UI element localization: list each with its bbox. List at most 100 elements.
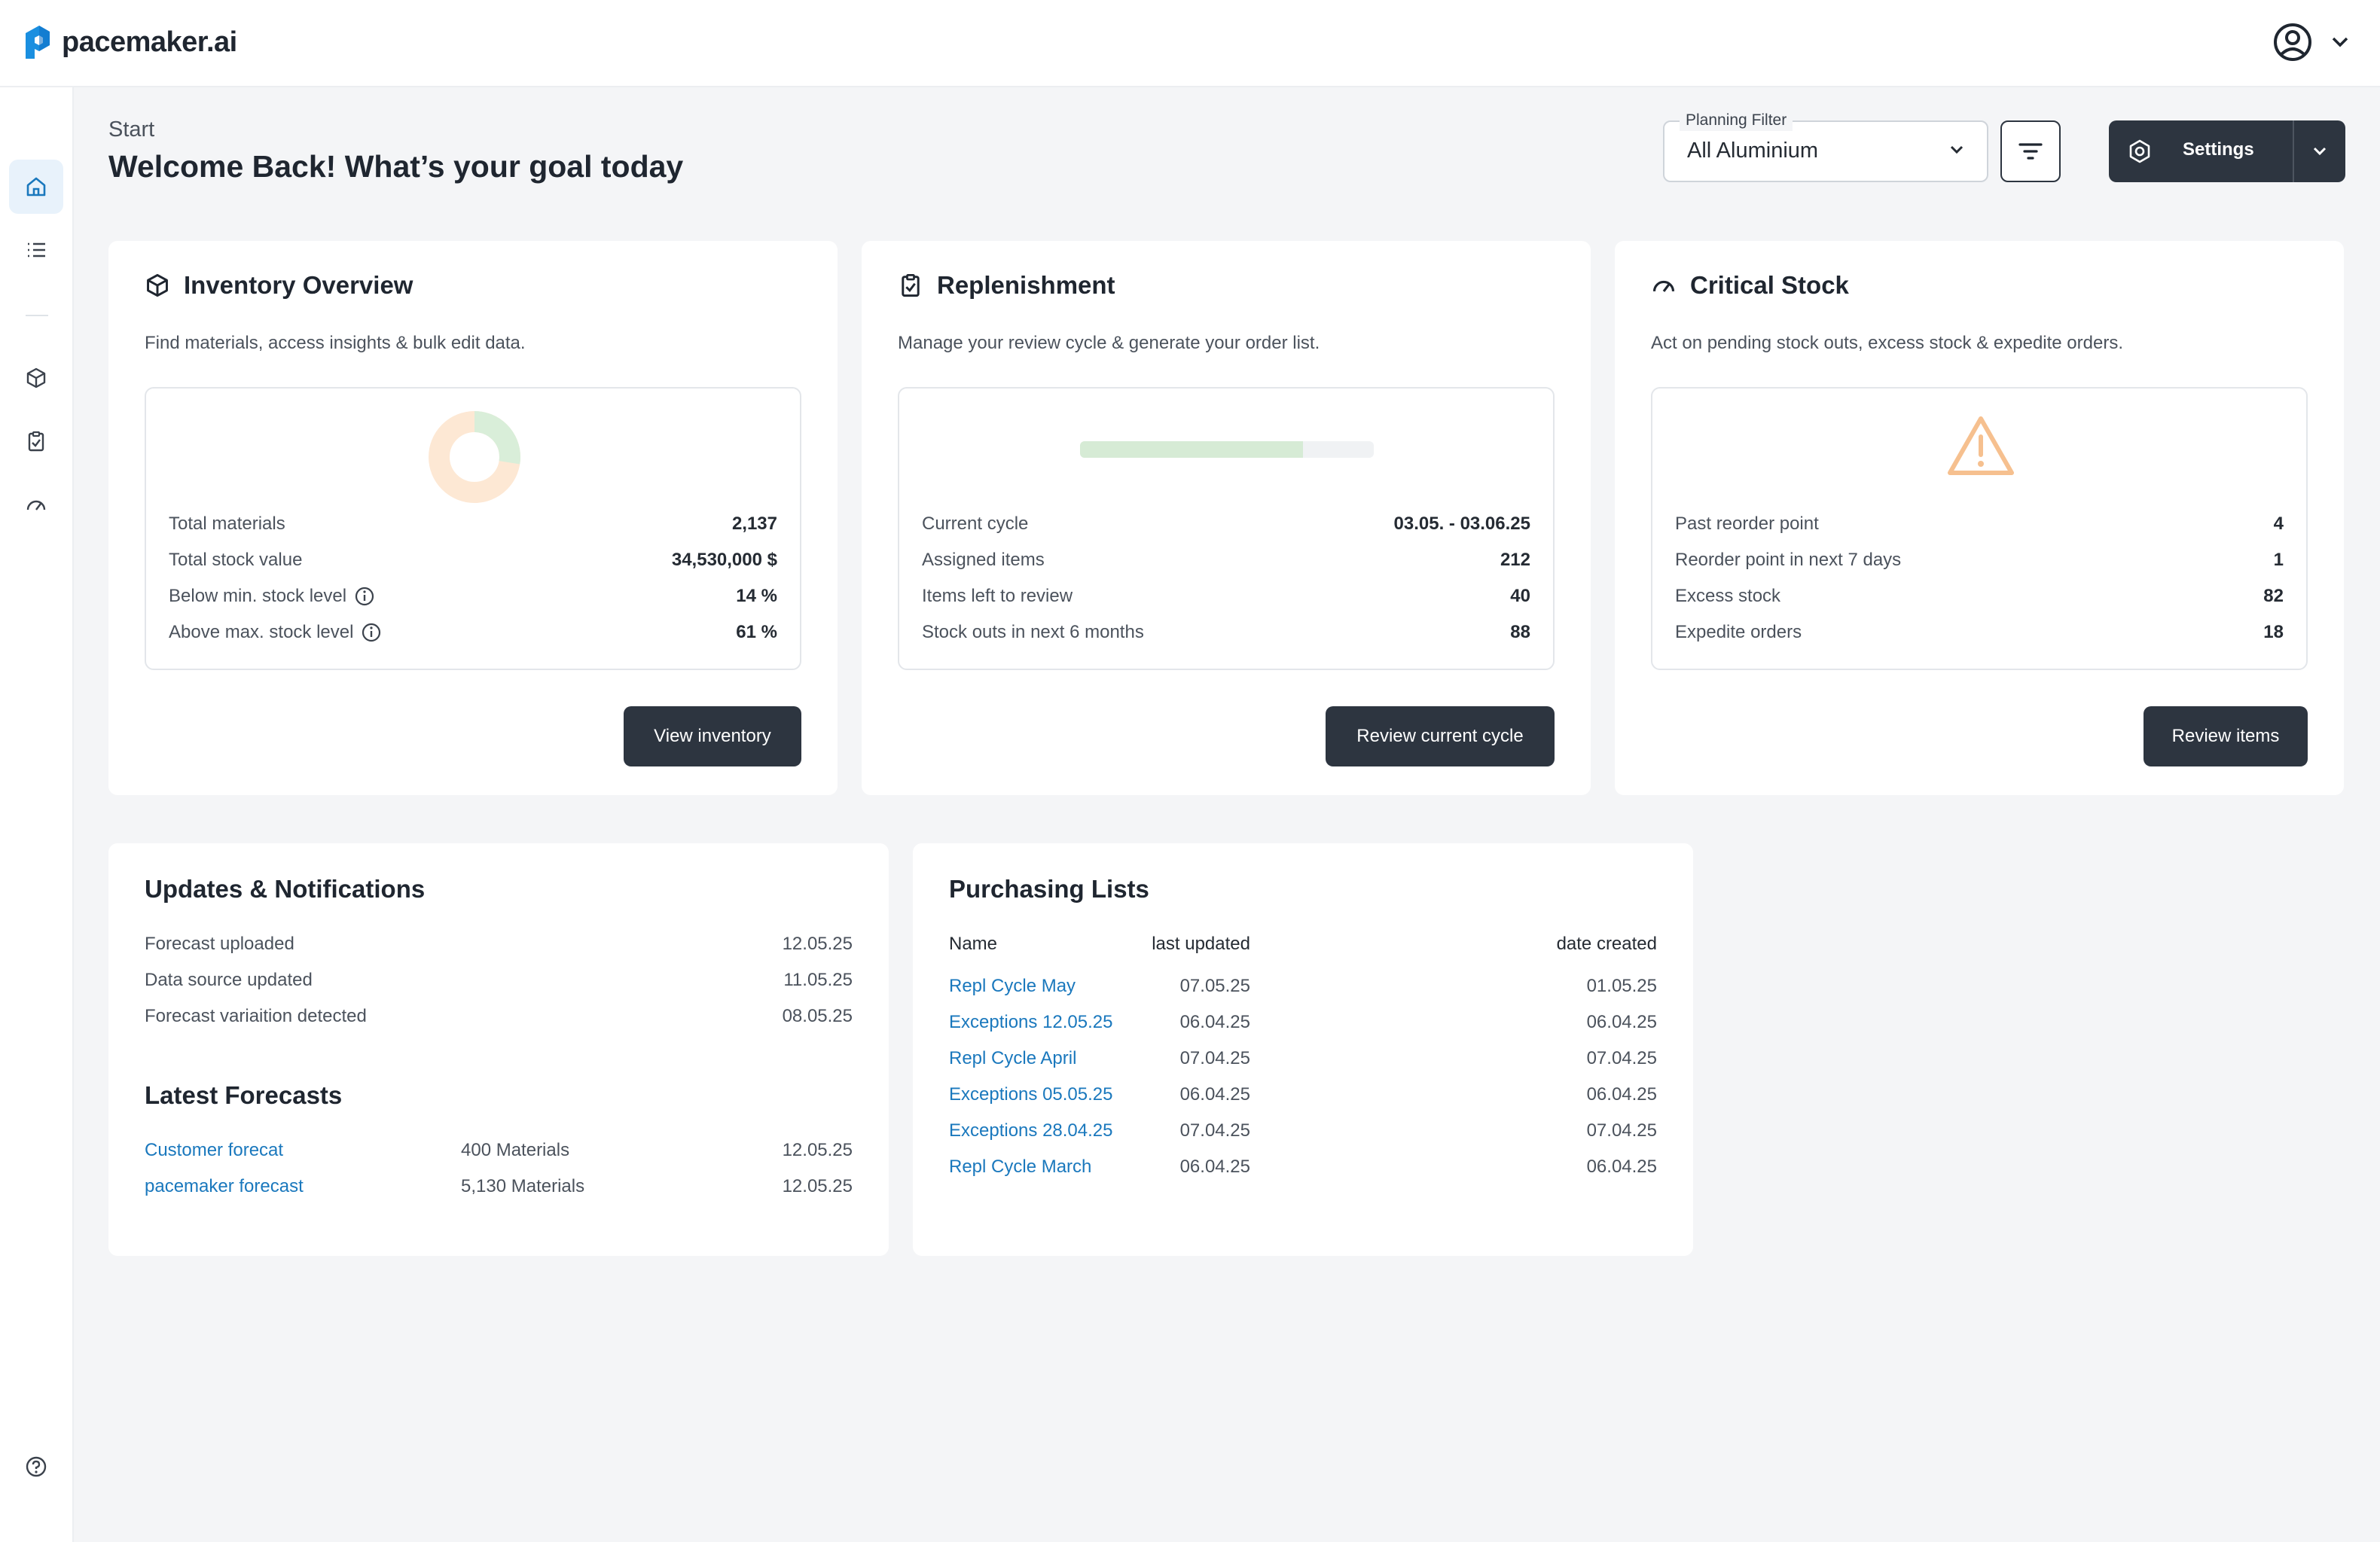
warning-icon bbox=[1948, 416, 2014, 475]
column-header-name[interactable]: Name bbox=[949, 934, 998, 954]
inventory-card-desc: Find materials, access insights & bulk e… bbox=[145, 333, 526, 353]
forecast-count: 400 Materials bbox=[461, 1140, 570, 1160]
stat-value: 18 bbox=[2263, 622, 2284, 642]
top-bar: pacemaker.ai bbox=[0, 0, 2380, 87]
stat-label: Total materials bbox=[169, 513, 285, 534]
app-logo[interactable]: pacemaker.ai bbox=[23, 23, 237, 62]
inventory-card: Inventory Overview Find materials, acces… bbox=[108, 241, 838, 795]
nav-help[interactable] bbox=[9, 1440, 63, 1494]
sidebar bbox=[0, 87, 74, 1542]
nav-critical-stock[interactable] bbox=[9, 477, 63, 532]
stat-label: Expedite orders bbox=[1675, 622, 1802, 642]
update-date: 12.05.25 bbox=[782, 934, 853, 954]
chevron-down-icon[interactable] bbox=[2332, 37, 2348, 47]
forecast-item: Customer forecat 400 Materials 12.05.25 bbox=[145, 1140, 853, 1170]
updated-cell: 07.04.25 bbox=[1179, 1048, 1250, 1068]
stat-row: Past reorder point 4 bbox=[1675, 509, 2284, 539]
replenishment-card: Replenishment Manage your review cycle &… bbox=[862, 241, 1591, 795]
review-current-cycle-button[interactable]: Review current cycle bbox=[1326, 706, 1555, 766]
updated-cell: 07.04.25 bbox=[1179, 1120, 1250, 1141]
nav-list[interactable] bbox=[9, 223, 63, 277]
user-menu[interactable] bbox=[2273, 23, 2348, 62]
stat-row: Stock outs in next 6 months 88 bbox=[922, 617, 1530, 648]
table-row: Repl Cycle March 06.04.25 06.04.25 bbox=[949, 1156, 1657, 1187]
table-row: Exceptions 12.05.25 06.04.25 06.04.25 bbox=[949, 1012, 1657, 1042]
info-icon[interactable] bbox=[354, 586, 375, 607]
stat-label: Excess stock bbox=[1675, 586, 1781, 606]
card-title-text: Replenishment bbox=[937, 271, 1115, 299]
stat-value: 88 bbox=[1510, 622, 1530, 642]
forecast-date: 12.05.25 bbox=[782, 1140, 853, 1160]
view-inventory-button[interactable]: View inventory bbox=[624, 706, 801, 766]
stat-label: Current cycle bbox=[922, 513, 1029, 534]
list-link[interactable]: Exceptions 28.04.25 bbox=[949, 1120, 1113, 1141]
list-link[interactable]: Repl Cycle April bbox=[949, 1048, 1077, 1068]
nav-home[interactable] bbox=[9, 160, 63, 214]
forecast-link[interactable]: pacemaker forecast bbox=[145, 1176, 304, 1196]
logo-icon bbox=[26, 26, 50, 59]
sidebar-divider bbox=[26, 315, 48, 316]
updated-cell: 06.04.25 bbox=[1179, 1156, 1250, 1177]
created-cell: 06.04.25 bbox=[1586, 1156, 1657, 1177]
critical-stock-card: Critical Stock Act on pending stock outs… bbox=[1615, 241, 2344, 795]
info-icon[interactable] bbox=[361, 622, 382, 643]
settings-icon bbox=[2129, 139, 2150, 163]
stat-value: 34,530,000 $ bbox=[671, 550, 777, 570]
created-cell: 01.05.25 bbox=[1586, 976, 1657, 996]
planning-filter-label: Planning Filter bbox=[1680, 110, 1793, 131]
stat-label: Stock outs in next 6 months bbox=[922, 622, 1144, 642]
help-icon bbox=[26, 1456, 47, 1477]
created-cell: 06.04.25 bbox=[1586, 1012, 1657, 1032]
update-label: Forecast variaition detected bbox=[145, 1006, 367, 1026]
table-header: Name last updated date created bbox=[949, 934, 1657, 964]
stat-label: Assigned items bbox=[922, 550, 1045, 570]
forecast-link[interactable]: Customer forecat bbox=[145, 1140, 284, 1160]
stat-row: Total stock value 34,530,000 $ bbox=[169, 545, 777, 575]
updated-cell: 07.05.25 bbox=[1179, 976, 1250, 996]
update-item: Forecast uploaded 12.05.25 bbox=[145, 934, 853, 964]
card-title-text: Critical Stock bbox=[1690, 271, 1849, 299]
replenishment-card-title: Replenishment bbox=[898, 271, 1115, 300]
breadcrumb[interactable]: Start bbox=[108, 117, 155, 142]
update-item: Data source updated 11.05.25 bbox=[145, 970, 853, 1000]
stat-label: Past reorder point bbox=[1675, 513, 1819, 534]
stock-donut-chart bbox=[429, 411, 520, 503]
nav-replenishment[interactable] bbox=[9, 414, 63, 468]
stat-value: 82 bbox=[2263, 586, 2284, 606]
stat-label: Above max. stock level bbox=[169, 622, 354, 642]
review-items-button[interactable]: Review items bbox=[2144, 706, 2308, 766]
list-link[interactable]: Repl Cycle May bbox=[949, 976, 1076, 996]
list-link[interactable]: Exceptions 12.05.25 bbox=[949, 1012, 1113, 1032]
table-row: Exceptions 28.04.25 07.04.25 07.04.25 bbox=[949, 1120, 1657, 1150]
card-title-text: Inventory Overview bbox=[184, 271, 413, 299]
nav-inventory[interactable] bbox=[9, 351, 63, 405]
stat-row: Assigned items 212 bbox=[922, 545, 1530, 575]
stat-row: Total materials 2,137 bbox=[169, 509, 777, 539]
created-cell: 07.04.25 bbox=[1586, 1048, 1657, 1068]
critical-stock-card-desc: Act on pending stock outs, excess stock … bbox=[1651, 333, 2123, 353]
created-cell: 06.04.25 bbox=[1586, 1084, 1657, 1105]
review-progress-track bbox=[1080, 441, 1374, 458]
stat-label: Total stock value bbox=[169, 550, 303, 570]
stat-value: 1 bbox=[2273, 550, 2284, 570]
settings-button[interactable]: Settings bbox=[2109, 120, 2293, 182]
review-progress-fill bbox=[1080, 441, 1304, 458]
stat-row: Excess stock 82 bbox=[1675, 581, 2284, 611]
stat-value: 61 % bbox=[736, 622, 777, 642]
clipboard-check-icon bbox=[28, 431, 44, 452]
list-link[interactable]: Exceptions 05.05.25 bbox=[949, 1084, 1113, 1105]
page-title: Welcome Back! What’s your goal today bbox=[108, 149, 684, 184]
gauge-icon bbox=[1652, 280, 1675, 292]
updates-card: Updates & Notifications Forecast uploade… bbox=[108, 843, 889, 1256]
column-header-updated[interactable]: last updated bbox=[1152, 934, 1250, 954]
column-header-created[interactable]: date created bbox=[1556, 934, 1657, 954]
forecasts-title: Latest Forecasts bbox=[145, 1081, 343, 1109]
updated-cell: 06.04.25 bbox=[1179, 1084, 1250, 1105]
planning-filter-select[interactable]: Planning Filter All Aluminium bbox=[1663, 110, 1988, 182]
settings-dropdown-button[interactable] bbox=[2294, 120, 2345, 182]
chevron-down-icon bbox=[2313, 147, 2327, 156]
stat-value: 40 bbox=[1510, 586, 1530, 606]
list-link[interactable]: Repl Cycle March bbox=[949, 1156, 1092, 1177]
user-icon[interactable] bbox=[2273, 23, 2312, 62]
filter-button[interactable] bbox=[2000, 120, 2061, 182]
